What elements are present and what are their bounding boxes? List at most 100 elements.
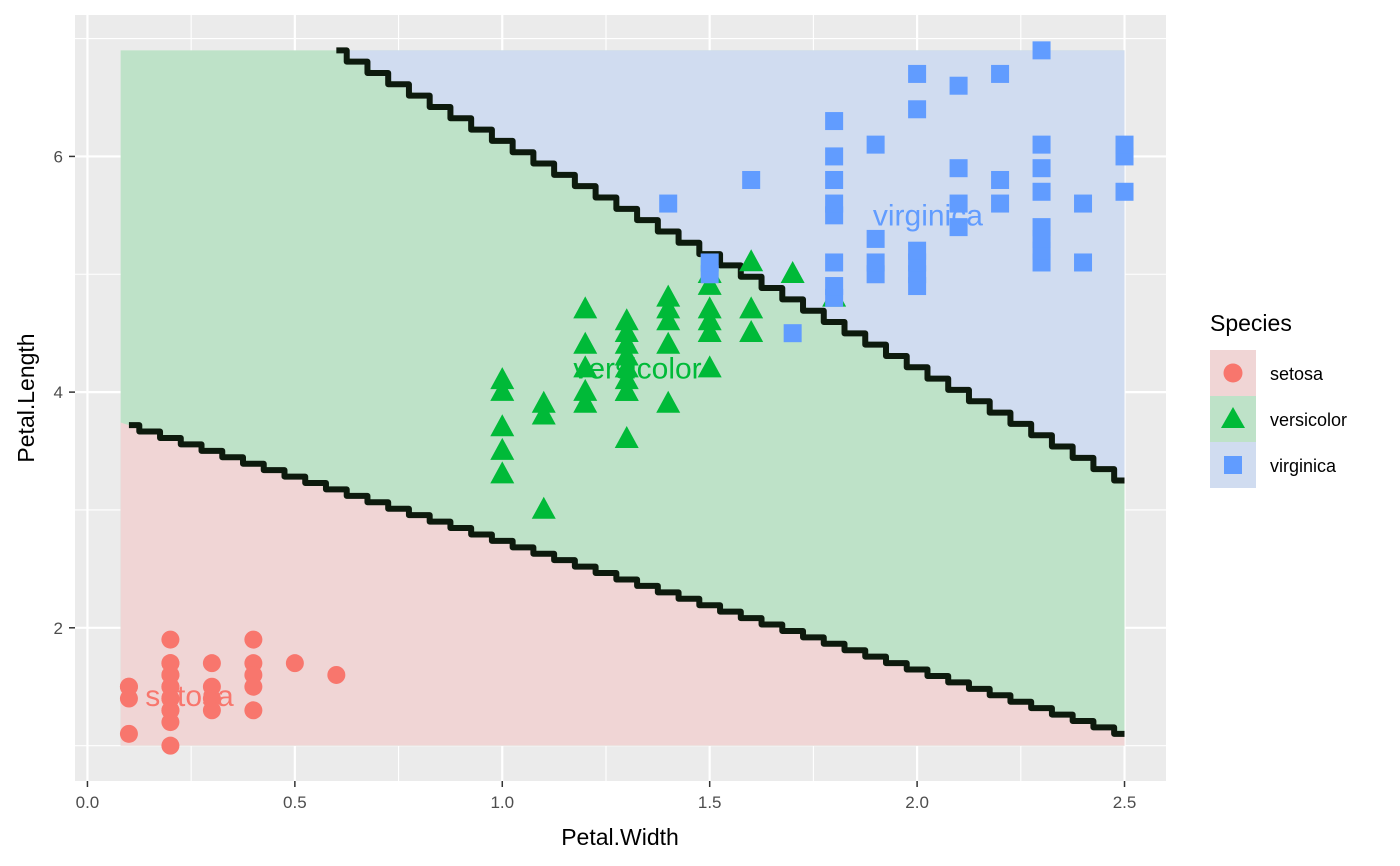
versicolor-point bbox=[739, 249, 764, 272]
x-tick-label: 2.5 bbox=[1113, 793, 1137, 812]
versicolor-points bbox=[490, 249, 847, 519]
versicolor-point bbox=[573, 355, 598, 378]
setosa-point bbox=[161, 630, 180, 649]
y-tick-label: 2 bbox=[54, 619, 63, 638]
versicolor-point bbox=[614, 426, 639, 449]
virginica-point bbox=[1032, 41, 1051, 60]
versicolor-point bbox=[697, 272, 722, 295]
virginica-point bbox=[1115, 135, 1134, 154]
setosa-point bbox=[161, 736, 180, 755]
versicolor-point bbox=[780, 261, 805, 284]
setosa-point bbox=[119, 677, 138, 696]
virginica-point bbox=[825, 194, 844, 213]
setosa-point bbox=[285, 654, 304, 673]
x-tick-label: 1.0 bbox=[490, 793, 514, 812]
virginica-point bbox=[1115, 182, 1134, 201]
setosa-point bbox=[327, 665, 346, 684]
versicolor-point bbox=[573, 390, 598, 413]
versicolor-point bbox=[531, 390, 556, 413]
legend-title: Species bbox=[1210, 310, 1292, 336]
virginica-point bbox=[991, 194, 1010, 213]
virginica-point bbox=[783, 324, 802, 343]
axes: 0.0 0.5 1.0 1.5 2.0 2.5 2 4 6 bbox=[54, 147, 1137, 812]
versicolor-point bbox=[697, 319, 722, 342]
virginica-point bbox=[659, 194, 678, 213]
versicolor-point bbox=[490, 437, 515, 460]
legend-label-setosa: setosa bbox=[1270, 364, 1324, 384]
setosa-point bbox=[244, 677, 263, 696]
versicolor-point bbox=[614, 355, 639, 378]
y-axis-title: Petal.Length bbox=[13, 333, 39, 462]
versicolor-point bbox=[656, 284, 681, 307]
x-tick-label: 0.0 bbox=[76, 793, 100, 812]
virginica-point bbox=[866, 229, 885, 248]
versicolor-point bbox=[614, 331, 639, 354]
setosa-point bbox=[202, 701, 221, 720]
virginica-points bbox=[659, 41, 1134, 343]
legend: Species setosa versicolor virginica bbox=[1210, 310, 1347, 488]
versicolor-point bbox=[739, 296, 764, 319]
virginica-point bbox=[825, 277, 844, 296]
upper-decision-boundary bbox=[336, 47, 1125, 484]
virginica-point bbox=[949, 194, 968, 213]
virginica-point bbox=[1032, 182, 1051, 201]
setosa-point bbox=[202, 654, 221, 673]
versicolor-point bbox=[490, 378, 515, 401]
virginica-class-label: virginica bbox=[873, 199, 983, 232]
lower-decision-boundary bbox=[128, 422, 1125, 737]
virginica-point bbox=[949, 76, 968, 95]
versicolor-point bbox=[697, 296, 722, 319]
versicolor-point bbox=[573, 296, 598, 319]
legend-versicolor-triangle bbox=[1221, 407, 1245, 428]
x-tick-label: 1.5 bbox=[698, 793, 722, 812]
data-points bbox=[119, 41, 1134, 755]
virginica-point bbox=[949, 159, 968, 178]
versicolor-point bbox=[490, 461, 515, 484]
virginica-point bbox=[1032, 135, 1051, 154]
setosa-point bbox=[244, 701, 263, 720]
setosa-points bbox=[119, 630, 346, 755]
versicolor-point bbox=[531, 402, 556, 425]
setosa-class-label: setosa bbox=[145, 680, 234, 713]
versicolor-point bbox=[656, 390, 681, 413]
virginica-point bbox=[949, 218, 968, 237]
virginica-point bbox=[825, 170, 844, 189]
y-tick-label: 4 bbox=[54, 383, 63, 402]
versicolor-point bbox=[490, 414, 515, 437]
legend-virginica-square bbox=[1224, 456, 1242, 474]
virginica-point bbox=[1032, 159, 1051, 178]
virginica-point bbox=[1074, 253, 1093, 272]
virginica-point bbox=[742, 170, 761, 189]
decision-boundaries bbox=[128, 47, 1125, 737]
virginica-point bbox=[908, 64, 927, 83]
versicolor-point bbox=[614, 343, 639, 366]
versicolor-point bbox=[739, 319, 764, 342]
virginica-point bbox=[825, 253, 844, 272]
versicolor-point bbox=[531, 496, 556, 519]
versicolor-point bbox=[614, 367, 639, 390]
virginica-point bbox=[866, 253, 885, 272]
virginica-point bbox=[1074, 194, 1093, 213]
versicolor-point bbox=[573, 331, 598, 354]
setosa-point bbox=[119, 724, 138, 743]
versicolor-point bbox=[490, 367, 515, 390]
virginica-point bbox=[908, 100, 927, 119]
legend-label-versicolor: versicolor bbox=[1270, 410, 1347, 430]
virginica-point bbox=[991, 170, 1010, 189]
versicolor-class-label: versicolor bbox=[573, 353, 701, 386]
versicolor-point bbox=[656, 296, 681, 319]
x-tick-label: 0.5 bbox=[283, 793, 307, 812]
y-tick-label: 6 bbox=[54, 147, 63, 166]
class-labels: setosa versicolor virginica bbox=[145, 199, 983, 713]
virginica-point bbox=[991, 64, 1010, 83]
versicolor-point bbox=[697, 355, 722, 378]
x-tick-label: 2.0 bbox=[905, 793, 929, 812]
versicolor-point bbox=[614, 378, 639, 401]
virginica-point bbox=[908, 241, 927, 260]
virginica-point bbox=[866, 135, 885, 154]
versicolor-point bbox=[573, 378, 598, 401]
legend-label-virginica: virginica bbox=[1270, 456, 1337, 476]
setosa-point bbox=[244, 630, 263, 649]
virginica-point bbox=[700, 253, 719, 272]
